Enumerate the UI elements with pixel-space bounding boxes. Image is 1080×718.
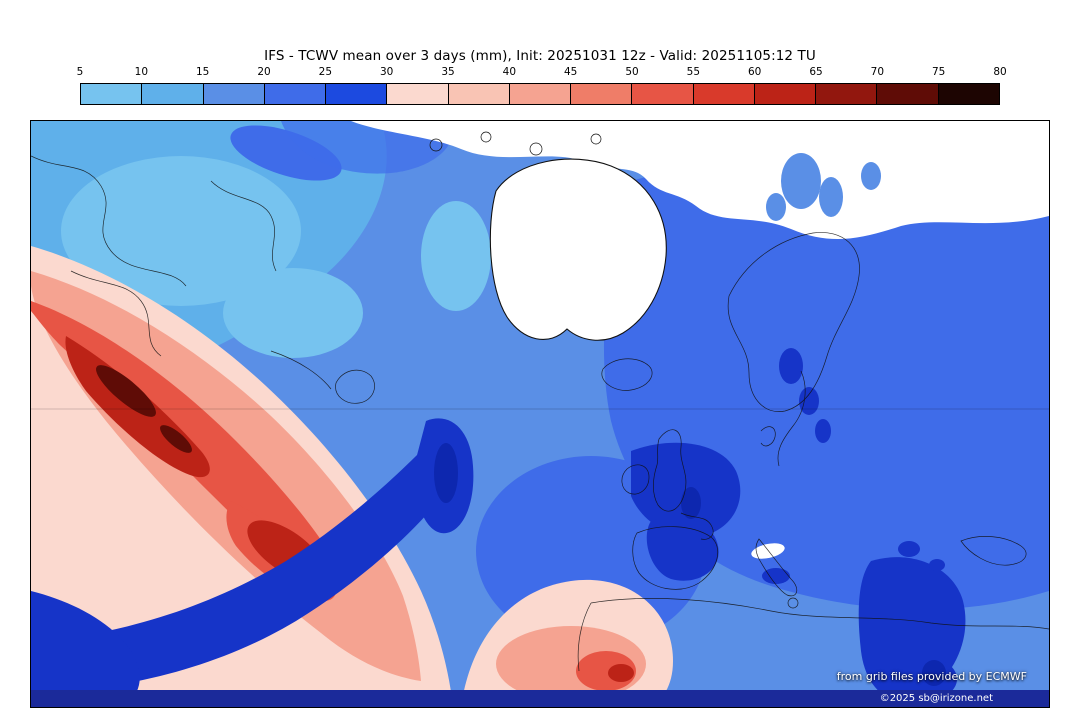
ecmwf-attribution: from grib files provided by ECMWF bbox=[836, 670, 1027, 683]
colorbar-tick-label: 55 bbox=[686, 66, 701, 78]
colorbar-tick-label: 65 bbox=[809, 66, 823, 78]
colorbar-segment bbox=[508, 84, 571, 104]
north-africa-coast bbox=[590, 598, 1049, 630]
colorbar-track bbox=[80, 83, 1000, 105]
colorbar-tick-label: 5 bbox=[76, 66, 84, 78]
copyright-bar: ©2025 sb@irizone.net bbox=[31, 690, 1049, 707]
weather-map-svg bbox=[31, 121, 1049, 707]
colorbar-segment bbox=[876, 84, 938, 104]
italy-outline bbox=[755, 538, 798, 597]
iceland-outline bbox=[601, 358, 653, 391]
colorbar-segment bbox=[937, 84, 999, 104]
colorbar-tick-label: 45 bbox=[563, 66, 578, 78]
colorbar-tick-label: 50 bbox=[625, 66, 639, 78]
colorbar-tick-label: 40 bbox=[502, 66, 517, 78]
colorbar-segment bbox=[447, 84, 509, 104]
colorbar-segment bbox=[81, 84, 142, 104]
scandinavia-outline bbox=[727, 232, 860, 412]
coastlines bbox=[31, 155, 1049, 672]
page-title: IFS - TCWV mean over 3 days (mm), Init: … bbox=[264, 48, 816, 64]
colorbar-tick-label: 30 bbox=[379, 66, 394, 78]
colorbar-tick-label: 70 bbox=[870, 66, 885, 78]
colorbar-tick-label: 75 bbox=[931, 66, 946, 78]
colorbar-ticks: 5 10 15 20 25 30 35 40 45 50 55 60 65 70 75 80 bbox=[76, 66, 1007, 81]
colorbar-segment bbox=[263, 84, 326, 104]
colorbar-segment bbox=[815, 84, 877, 104]
colorbar-tick-label: 35 bbox=[441, 66, 455, 78]
colorbar-tick-label: 80 bbox=[993, 66, 1007, 78]
colorbar-segment bbox=[141, 84, 203, 104]
colorbar-segment bbox=[631, 84, 693, 104]
ireland-outline bbox=[621, 464, 650, 495]
colorbar-segment bbox=[202, 84, 264, 104]
iberia-outline bbox=[632, 526, 719, 590]
great-britain-outline bbox=[653, 429, 687, 512]
map-panel: from grib files provided by ECMWF ©2025 … bbox=[30, 120, 1050, 708]
colorbar-tick-label: 15 bbox=[195, 66, 210, 78]
copyright-text: ©2025 sb@irizone.net bbox=[879, 693, 993, 704]
colorbar-tick-label: 20 bbox=[257, 66, 271, 78]
colorbar-segment bbox=[386, 84, 448, 104]
colorbar-segment bbox=[753, 84, 816, 104]
colorbar-tick-label: 60 bbox=[747, 66, 762, 78]
colorbar-tick-label: 25 bbox=[318, 66, 333, 78]
polar-white-region bbox=[351, 121, 1049, 559]
greenland-landmass bbox=[489, 158, 667, 341]
navy-moisture-bands bbox=[31, 348, 966, 707]
colorbar-segment bbox=[692, 84, 754, 104]
black-sea-outline bbox=[960, 536, 1027, 566]
colorbar-segment bbox=[325, 84, 387, 104]
colorbar: 5 10 15 20 25 30 35 40 45 50 55 60 65 70 75 80 bbox=[76, 66, 1007, 105]
colorbar-tick-label: 10 bbox=[134, 66, 149, 78]
colorbar-segment bbox=[570, 84, 632, 104]
